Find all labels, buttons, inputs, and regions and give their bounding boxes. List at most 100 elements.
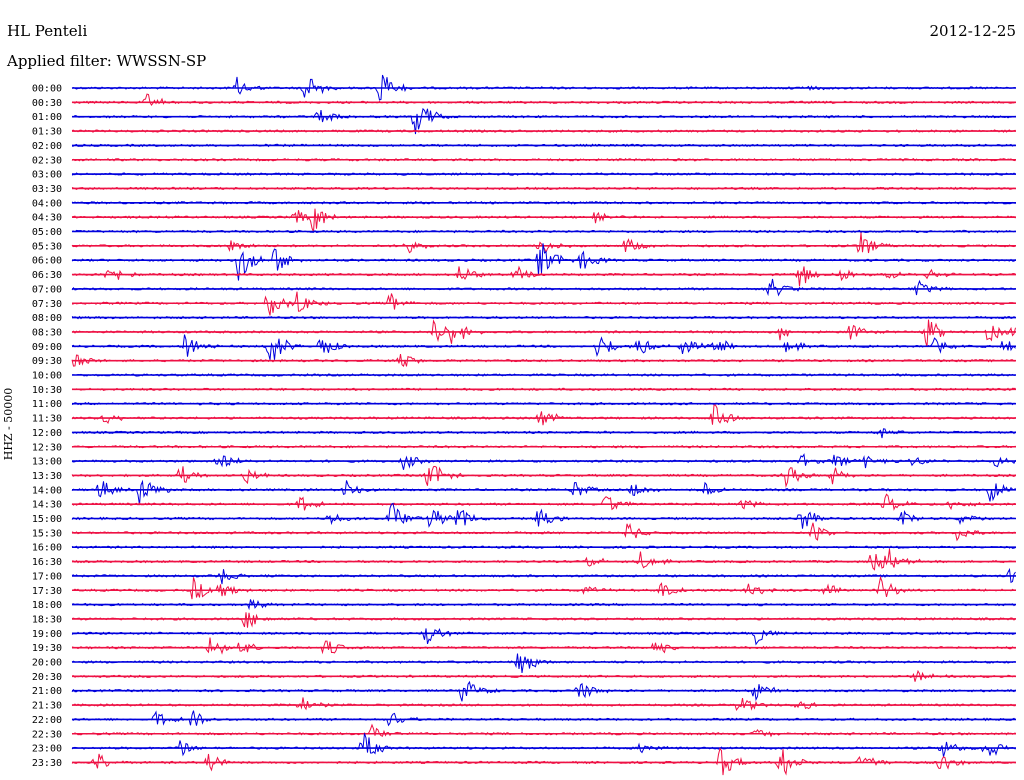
applied-filter: Applied filter: WWSSN-SP [7, 52, 207, 70]
seismic-trace [71, 319, 1016, 347]
trace-row: 07:30 [32, 291, 1016, 316]
time-tick-label: 08:30 [32, 327, 62, 338]
time-tick-label: 12:30 [32, 442, 62, 453]
time-tick-label: 08:00 [32, 313, 62, 324]
trace-row: 08:00 [32, 313, 1016, 324]
trace-row: 18:30 [32, 612, 1016, 628]
time-tick-label: 21:30 [32, 701, 62, 712]
trace-row: 21:30 [32, 697, 1016, 712]
time-tick-label: 16:00 [32, 543, 62, 554]
trace-row: 11:30 [32, 404, 1016, 426]
seismic-trace [71, 479, 1016, 506]
time-tick-label: 02:30 [32, 155, 62, 166]
trace-row: 08:30 [32, 319, 1016, 347]
seismic-trace [71, 502, 1016, 529]
time-tick-label: 19:30 [32, 643, 62, 654]
time-tick-label: 09:30 [32, 356, 62, 367]
seismic-trace [71, 697, 1016, 712]
trace-row: 11:00 [32, 399, 1016, 410]
seismic-trace [71, 612, 1016, 628]
trace-row: 02:00 [32, 141, 1016, 152]
record-date: 2012-12-25 [929, 22, 1016, 40]
trace-row: 04:30 [32, 208, 1016, 233]
trace-row: 06:30 [32, 265, 1016, 287]
time-tick-label: 09:00 [32, 342, 62, 353]
time-tick-label: 11:30 [32, 414, 62, 425]
seismic-trace [71, 493, 1016, 511]
seismic-trace [71, 710, 1016, 727]
time-tick-label: 06:00 [32, 256, 62, 267]
trace-row: 16:30 [32, 548, 1016, 571]
trace-row: 10:00 [32, 371, 1016, 382]
time-tick-label: 00:30 [32, 98, 62, 109]
trace-row: 01:30 [32, 127, 1016, 138]
time-tick-label: 04:00 [32, 198, 62, 209]
trace-row: 10:30 [32, 385, 1016, 396]
trace-row: 01:00 [32, 107, 1016, 135]
time-tick-label: 12:00 [32, 428, 62, 439]
seismic-trace [71, 680, 1016, 702]
seismic-trace [71, 208, 1016, 233]
time-tick-label: 15:00 [32, 514, 62, 525]
time-tick-label: 11:00 [32, 399, 62, 410]
time-tick-label: 10:30 [32, 385, 62, 396]
time-tick-label: 17:00 [32, 571, 62, 582]
trace-row: 12:30 [32, 442, 1016, 453]
trace-row: 12:00 [32, 428, 1016, 439]
trace-row: 17:30 [32, 575, 1016, 600]
trace-row: 13:30 [32, 465, 1016, 488]
time-tick-label: 00:00 [32, 84, 62, 95]
seismic-trace [71, 637, 1016, 655]
time-tick-label: 13:30 [32, 471, 62, 482]
trace-row: 05:00 [32, 227, 1016, 238]
time-tick-label: 23:30 [32, 758, 62, 769]
trace-row: 23:30 [32, 747, 1016, 776]
time-tick-label: 13:00 [32, 457, 62, 468]
time-tick-label: 20:00 [32, 658, 62, 669]
trace-row: 15:30 [32, 522, 1016, 542]
trace-row: 19:00 [32, 627, 1016, 646]
seismic-trace [71, 575, 1016, 600]
time-tick-label: 22:30 [32, 729, 62, 740]
trace-row: 22:00 [32, 710, 1016, 727]
time-tick-label: 15:30 [32, 528, 62, 539]
trace-row: 05:30 [32, 232, 1016, 254]
seismic-trace [71, 653, 1016, 673]
trace-row: 09:00 [32, 334, 1016, 361]
time-tick-label: 01:00 [32, 112, 62, 123]
trace-row: 13:00 [32, 453, 1016, 470]
trace-row: 04:00 [32, 198, 1016, 209]
time-tick-label: 16:30 [32, 557, 62, 568]
time-tick-label: 14:30 [32, 500, 62, 511]
time-tick-label: 21:00 [32, 686, 62, 697]
time-tick-label: 22:00 [32, 715, 62, 726]
trace-row: 07:00 [32, 278, 1016, 297]
time-tick-label: 03:00 [32, 170, 62, 181]
time-tick-label: 10:00 [32, 371, 62, 382]
seismic-trace [71, 404, 1016, 426]
trace-row: 15:00 [32, 502, 1016, 529]
seismic-trace [71, 278, 1016, 297]
seismic-trace [71, 522, 1016, 542]
time-tick-label: 03:30 [32, 184, 62, 195]
trace-row: 22:30 [32, 723, 1016, 740]
time-tick-label: 14:00 [32, 485, 62, 496]
trace-row: 18:00 [32, 599, 1016, 611]
trace-row: 14:30 [32, 493, 1016, 511]
time-tick-label: 17:30 [32, 586, 62, 597]
seismic-trace [71, 733, 1016, 758]
trace-row: 20:30 [32, 669, 1016, 683]
time-tick-label: 18:00 [32, 600, 62, 611]
seismic-trace [71, 93, 1016, 107]
seismic-trace [71, 747, 1016, 776]
time-tick-label: 01:30 [32, 127, 62, 138]
time-tick-label: 05:00 [32, 227, 62, 238]
time-tick-label: 05:30 [32, 241, 62, 252]
trace-row: 21:00 [32, 680, 1016, 702]
trace-row: 19:30 [32, 637, 1016, 655]
trace-row: 00:00 [32, 74, 1016, 101]
seismic-trace [71, 334, 1016, 361]
seismic-trace [71, 627, 1016, 646]
time-tick-label: 04:30 [32, 213, 62, 224]
